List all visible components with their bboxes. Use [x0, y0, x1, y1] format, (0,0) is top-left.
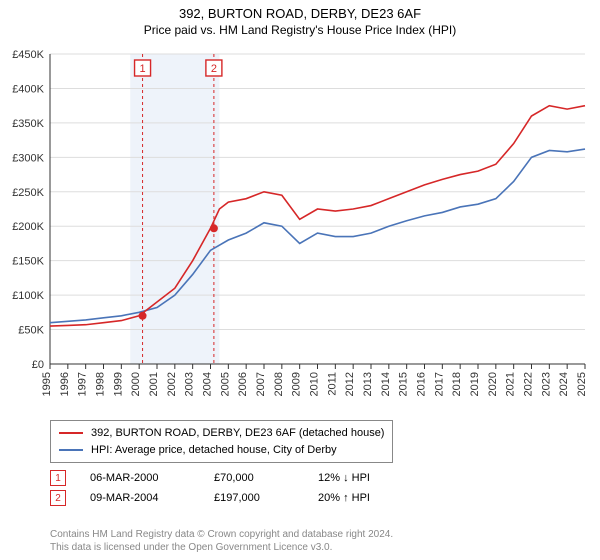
legend: 392, BURTON ROAD, DERBY, DE23 6AF (detac… — [50, 420, 570, 463]
svg-text:1999: 1999 — [112, 372, 124, 396]
svg-text:2023: 2023 — [540, 372, 552, 396]
svg-text:£200K: £200K — [12, 221, 44, 233]
event-row: 2 09-MAR-2004 £197,000 20% ↑ HPI — [50, 488, 570, 508]
svg-text:2004: 2004 — [202, 372, 214, 396]
attribution-line: This data is licensed under the Open Gov… — [50, 541, 570, 554]
event-delta: 20% ↑ HPI — [318, 492, 408, 504]
svg-text:2024: 2024 — [558, 372, 570, 396]
svg-text:2021: 2021 — [505, 372, 517, 396]
svg-text:£400K: £400K — [12, 83, 44, 95]
svg-text:2009: 2009 — [291, 372, 303, 396]
svg-text:£100K: £100K — [12, 290, 44, 302]
svg-text:£50K: £50K — [18, 325, 44, 337]
event-date: 06-MAR-2000 — [90, 472, 190, 484]
event-price: £197,000 — [214, 492, 294, 504]
chart-plot-area: £0 £50K £100K £150K £200K £250K £300K £350K £400… — [0, 44, 600, 414]
svg-text:£150K: £150K — [12, 256, 44, 268]
legend-label: HPI: Average price, detached house, City… — [91, 442, 337, 459]
svg-text:1997: 1997 — [77, 372, 89, 396]
svg-text:2016: 2016 — [416, 372, 428, 396]
svg-text:2019: 2019 — [469, 372, 481, 396]
svg-text:2007: 2007 — [255, 372, 267, 396]
svg-text:2010: 2010 — [309, 372, 321, 396]
event-marker-icon: 2 — [50, 490, 66, 506]
svg-text:2002: 2002 — [166, 372, 178, 396]
event-date: 09-MAR-2004 — [90, 492, 190, 504]
legend-label: 392, BURTON ROAD, DERBY, DE23 6AF (detac… — [91, 425, 384, 442]
event-delta: 12% ↓ HPI — [318, 472, 408, 484]
svg-text:2008: 2008 — [273, 372, 285, 396]
chart-title: 392, BURTON ROAD, DERBY, DE23 6AF — [0, 0, 600, 21]
svg-text:2020: 2020 — [487, 372, 499, 396]
svg-text:2017: 2017 — [433, 372, 445, 396]
event-marker-icon: 1 — [50, 470, 66, 486]
attribution: Contains HM Land Registry data © Crown c… — [50, 528, 570, 554]
svg-text:2015: 2015 — [398, 372, 410, 396]
legend-swatch-icon — [59, 432, 83, 434]
svg-text:£0: £0 — [32, 359, 44, 371]
svg-text:2013: 2013 — [362, 372, 374, 396]
svg-text:£300K: £300K — [12, 152, 44, 164]
legend-item: HPI: Average price, detached house, City… — [59, 442, 384, 459]
event-price: £70,000 — [214, 472, 294, 484]
attribution-line: Contains HM Land Registry data © Crown c… — [50, 528, 570, 541]
svg-text:2006: 2006 — [237, 372, 249, 396]
svg-text:£250K: £250K — [12, 187, 44, 199]
legend-swatch-icon — [59, 449, 83, 451]
svg-text:£450K: £450K — [12, 49, 44, 61]
chart-container: 392, BURTON ROAD, DERBY, DE23 6AF Price … — [0, 0, 600, 560]
svg-text:1996: 1996 — [59, 372, 71, 396]
svg-text:1995: 1995 — [41, 372, 53, 396]
svg-text:2005: 2005 — [219, 372, 231, 396]
svg-text:2025: 2025 — [576, 372, 588, 396]
legend-box: 392, BURTON ROAD, DERBY, DE23 6AF (detac… — [50, 420, 393, 463]
svg-text:2000: 2000 — [130, 372, 142, 396]
svg-text:2022: 2022 — [523, 372, 535, 396]
svg-text:2012: 2012 — [344, 372, 356, 396]
chart-svg: £0 £50K £100K £150K £200K £250K £300K £350K £400… — [0, 44, 600, 414]
chart-subtitle: Price paid vs. HM Land Registry's House … — [0, 21, 600, 41]
svg-text:2001: 2001 — [148, 372, 160, 396]
svg-text:£350K: £350K — [12, 118, 44, 130]
svg-text:2011: 2011 — [326, 372, 338, 396]
svg-text:1: 1 — [139, 63, 145, 75]
event-table: 1 06-MAR-2000 £70,000 12% ↓ HPI 2 09-MAR… — [50, 468, 570, 508]
event-row: 1 06-MAR-2000 £70,000 12% ↓ HPI — [50, 468, 570, 488]
svg-text:2003: 2003 — [184, 372, 196, 396]
svg-text:1998: 1998 — [95, 372, 107, 396]
svg-text:2: 2 — [211, 63, 217, 75]
legend-item: 392, BURTON ROAD, DERBY, DE23 6AF (detac… — [59, 425, 384, 442]
svg-text:2014: 2014 — [380, 372, 392, 396]
svg-text:2018: 2018 — [451, 372, 463, 396]
